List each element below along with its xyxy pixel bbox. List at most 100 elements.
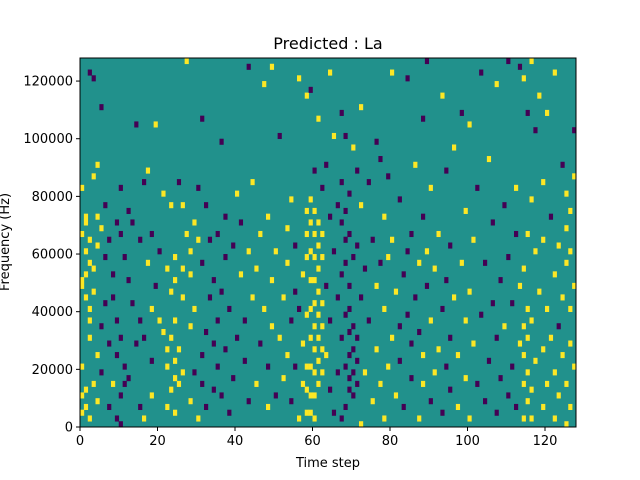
heatmap-cell	[122, 254, 127, 261]
heatmap-cell	[529, 196, 534, 203]
heatmap-cell	[514, 403, 519, 411]
heatmap-cell	[188, 271, 193, 278]
heatmap-cell	[572, 282, 577, 289]
heatmap-cell	[486, 156, 492, 163]
heatmap-cell	[417, 328, 422, 336]
heatmap-cell	[122, 380, 127, 387]
heatmap-cell	[316, 242, 321, 249]
heatmap-cell	[362, 265, 368, 272]
heatmap-cell	[374, 346, 379, 353]
heatmap-cell	[211, 277, 216, 284]
heatmap-cell	[304, 92, 309, 99]
heatmap-cell	[560, 352, 565, 359]
heatmap-cell	[390, 334, 395, 341]
heatmap-cell	[347, 190, 352, 197]
heatmap-cell	[502, 202, 507, 209]
heatmap-cell	[238, 271, 244, 278]
heatmap-cell	[173, 254, 178, 261]
heatmap-cell	[277, 334, 282, 341]
heatmap-cell	[343, 259, 348, 266]
heatmap-cell	[297, 75, 302, 82]
heatmap-cell	[312, 300, 317, 307]
heatmap-cell	[312, 277, 317, 284]
heatmap-cell	[246, 63, 251, 70]
heatmap-cell	[479, 69, 484, 76]
heatmap-cell	[548, 213, 554, 220]
heatmap-cell	[204, 202, 209, 209]
heatmap-cell	[498, 277, 503, 284]
heatmap-cell	[440, 305, 445, 312]
heatmap-cell	[444, 363, 449, 370]
heatmap-cell	[564, 259, 569, 266]
heatmap-cell	[312, 323, 317, 330]
heatmap-cell	[355, 357, 360, 364]
heatmap-cell	[312, 254, 317, 261]
heatmap-cell	[285, 259, 290, 266]
heatmap-cell	[200, 259, 205, 266]
heatmap-cell	[99, 225, 104, 232]
heatmap-cell	[428, 398, 433, 405]
heatmap-cell	[521, 265, 526, 272]
heatmap-cell	[552, 271, 557, 278]
heatmap-cell	[304, 409, 309, 416]
heatmap-cell	[324, 161, 329, 168]
heatmap-cell	[83, 213, 89, 220]
heatmap-cell	[95, 398, 100, 405]
heatmap-cell	[483, 398, 488, 405]
heatmap-cell	[173, 409, 178, 416]
heatmap-cell	[227, 305, 232, 312]
heatmap-cell	[87, 334, 92, 341]
heatmap-cell	[374, 138, 379, 145]
heatmap-cell	[343, 403, 348, 411]
heatmap-cell	[134, 340, 139, 347]
heatmap-cell	[235, 190, 240, 197]
heatmap-cell	[366, 317, 371, 324]
heatmap-cell	[149, 305, 154, 312]
heatmap-cell	[215, 317, 220, 324]
heatmap-cell	[157, 248, 162, 255]
heatmap-cell	[91, 288, 96, 295]
heatmap-cell	[568, 207, 573, 214]
heatmap-cell	[219, 392, 224, 399]
heatmap-cell	[169, 386, 174, 393]
heatmap-cell	[362, 369, 368, 376]
heatmap-cell	[118, 334, 123, 341]
heatmap-cell	[250, 179, 255, 186]
heatmap-cell	[316, 288, 321, 295]
heatmap-cell	[142, 179, 147, 186]
heatmap-cell	[204, 403, 209, 411]
heatmap-cell	[258, 340, 263, 347]
heatmap-cells	[80, 58, 577, 428]
heatmap-cell	[111, 380, 116, 387]
heatmap-cell	[114, 317, 120, 324]
heatmap-cell	[355, 380, 360, 387]
heatmap-cell	[463, 317, 468, 324]
heatmap-cell	[308, 334, 313, 341]
heatmap-cell	[138, 317, 143, 324]
heatmap-cell	[269, 323, 275, 330]
heatmap-cell	[347, 328, 352, 336]
heatmap-cell	[176, 346, 182, 353]
heatmap-cell	[149, 230, 154, 238]
heatmap-cell	[517, 63, 523, 70]
heatmap-cell	[525, 305, 530, 312]
heatmap-cell	[114, 352, 120, 359]
heatmap-cell	[351, 392, 356, 399]
heatmap-cell	[118, 184, 123, 191]
heatmap-cell	[498, 375, 503, 382]
heatmap-cell	[118, 421, 123, 428]
heatmap-cell	[359, 202, 364, 209]
heatmap-cell	[545, 380, 550, 387]
heatmap-cell	[359, 104, 364, 111]
heatmap-cell	[401, 271, 406, 278]
heatmap-cell	[339, 334, 344, 341]
heatmap-cell	[304, 386, 309, 393]
heatmap-cell	[351, 346, 356, 353]
heatmap-cell	[165, 403, 170, 411]
heatmap-cell	[165, 363, 170, 370]
heatmap-cell	[506, 392, 511, 399]
heatmap-cell	[176, 380, 182, 387]
heatmap-cell	[83, 403, 89, 411]
heatmap-cell	[269, 277, 275, 284]
